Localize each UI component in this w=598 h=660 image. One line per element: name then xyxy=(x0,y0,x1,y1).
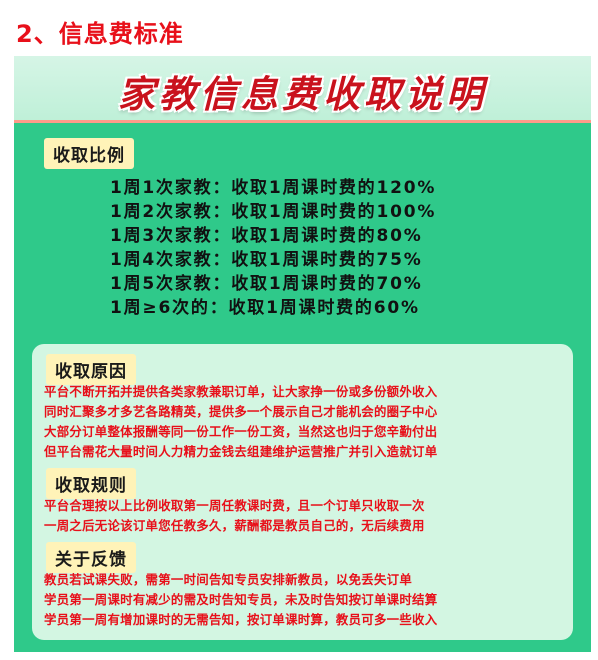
page-heading: 2、信息费标准 xyxy=(16,20,184,48)
notes-box: 收取原因 平台不断开拓并提供各类家教兼职订单，让大家挣一份或多份额外收入 同时汇… xyxy=(32,344,573,640)
rules-line: 一周之后无论该订单您任教多久，薪酬都是教员自己的，无后续费用 xyxy=(44,518,425,533)
ratio-item: 1周2次家教：收取1周课时费的100% xyxy=(110,202,437,222)
title-banner: 家教信息费收取说明 xyxy=(14,56,591,123)
feedback-paragraph: 教员若试课失败，需第一时间告知专员安排新教员，以免丢失订单 学员第一周课时有减少… xyxy=(44,570,569,630)
ratio-list: 1周1次家教：收取1周课时费的120% 1周2次家教：收取1周课时费的100% … xyxy=(110,176,436,320)
feedback-line: 学员第一周课时有减少的需及时告知专员，未及时告知按订单课时结算 xyxy=(44,592,438,607)
info-fee-panel: 家教信息费收取说明 收取比例 1周1次家教：收取1周课时费的120% 1周2次家… xyxy=(14,56,591,652)
reason-line: 大部分订单整体报酬等同一份工作一份工资，当然这也归于您辛勤付出 xyxy=(44,424,438,439)
banner-title: 家教信息费收取说明 xyxy=(118,73,487,116)
rules-label: 收取规则 xyxy=(46,468,136,499)
reason-line: 平台不断开拓并提供各类家教兼职订单，让大家挣一份或多份额外收入 xyxy=(44,384,438,399)
reason-label: 收取原因 xyxy=(46,354,136,385)
reason-line: 但平台需花大量时间人力精力金钱去组建维护运营推广并引入造就订单 xyxy=(44,444,438,459)
ratio-label: 收取比例 xyxy=(44,138,134,169)
ratio-item: 1周4次家教：收取1周课时费的75% xyxy=(110,250,423,270)
ratio-item: 1周≥6次的：收取1周课时费的60% xyxy=(110,298,420,318)
reason-paragraph: 平台不断开拓并提供各类家教兼职订单，让大家挣一份或多份额外收入 同时汇聚多才多艺… xyxy=(44,382,569,462)
rules-line: 平台合理按以上比例收取第一周任教课时费，且一个订单只收取一次 xyxy=(44,498,425,513)
rules-paragraph: 平台合理按以上比例收取第一周任教课时费，且一个订单只收取一次 一周之后无论该订单… xyxy=(44,496,569,536)
ratio-item: 1周1次家教：收取1周课时费的120% xyxy=(110,178,437,198)
feedback-line: 教员若试课失败，需第一时间告知专员安排新教员，以免丢失订单 xyxy=(44,572,413,587)
reason-line: 同时汇聚多才多艺各路精英，提供多一个展示自己才能机会的圈子中心 xyxy=(44,404,438,419)
feedback-label: 关于反馈 xyxy=(46,542,136,573)
ratio-item: 1周5次家教：收取1周课时费的70% xyxy=(110,274,423,294)
ratio-item: 1周3次家教：收取1周课时费的80% xyxy=(110,226,423,246)
feedback-line: 学员第一周有增加课时的无需告知，按订单课时算，教员可多一些收入 xyxy=(44,612,438,627)
